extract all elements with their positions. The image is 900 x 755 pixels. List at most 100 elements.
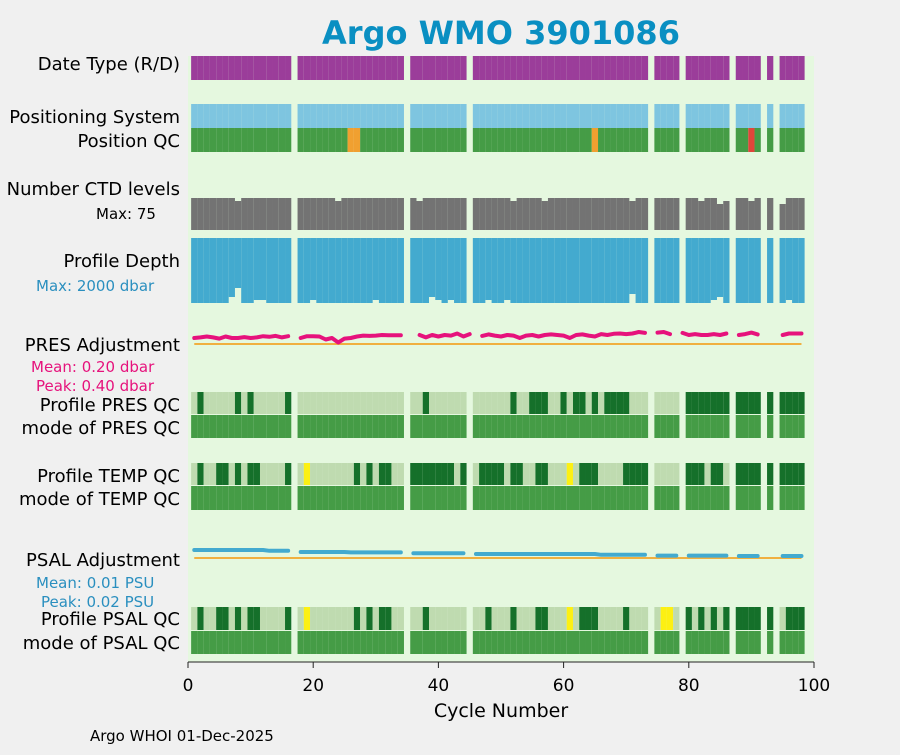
date-type-bar-11	[254, 56, 260, 80]
psal-mean-annotation: Mean: 0.01 PSU	[36, 574, 154, 592]
profile-temp-qc-bar-41	[442, 463, 448, 485]
profile-psal-qc-bar-85	[717, 607, 723, 630]
positioning-system-bar-75	[654, 104, 660, 128]
position-qc-bar-57	[542, 128, 548, 152]
profile-pres-qc-bar-88	[736, 392, 742, 414]
position-qc-bar-20	[310, 128, 316, 152]
profile-psal-qc-bar-44	[460, 607, 466, 630]
profile-depth-bar-71	[629, 238, 635, 294]
date-type-bar-12	[260, 56, 266, 80]
mode-pres-qc-bar-27	[354, 415, 360, 438]
ctd-levels-bar-70	[623, 198, 629, 230]
positioning-system-bar-96	[786, 104, 792, 128]
label-position-qc: Position QC	[77, 131, 180, 152]
date-type-bar-80	[686, 56, 692, 80]
profile-psal-qc-bar-71	[629, 607, 635, 630]
mode-pres-qc-bar-1	[191, 415, 197, 438]
mode-pres-qc-bar-36	[410, 415, 416, 438]
ctd-levels-bar-78	[673, 198, 679, 230]
position-qc-bar-72	[636, 128, 642, 152]
profile-temp-qc-bar-86	[723, 463, 729, 485]
profile-temp-qc-bar-55	[529, 463, 535, 485]
profile-depth-bar-68	[611, 238, 617, 303]
profile-pres-qc-bar-69	[617, 392, 623, 414]
mode-temp-qc-bar-78	[673, 486, 679, 510]
positioning-system-bar-95	[780, 104, 786, 128]
ctd-levels-bar-58	[548, 198, 554, 230]
pres-adjustment-line-4	[658, 332, 671, 334]
profile-depth-bar-10	[247, 238, 253, 303]
positioning-system-bar-37	[416, 104, 422, 128]
mode-temp-qc-bar-93	[767, 486, 773, 510]
position-qc-bar-69	[617, 128, 623, 152]
date-type-bar-82	[698, 56, 704, 80]
mode-pres-qc-bar-76	[661, 415, 667, 438]
mode-temp-qc-bar-43	[454, 486, 460, 510]
mode-psal-qc-bar-71	[629, 631, 635, 654]
profile-depth-bar-47	[479, 238, 485, 303]
mode-psal-qc-bar-93	[767, 631, 773, 654]
profile-psal-qc-bar-12	[260, 607, 266, 630]
position-qc-bar-48	[485, 128, 491, 152]
x-tick-label-0: 0	[183, 676, 194, 696]
position-qc-bar-24	[335, 128, 341, 152]
profile-pres-qc-bar-61	[567, 392, 573, 414]
profile-pres-qc-bar-84	[711, 392, 717, 414]
mode-pres-qc-bar-51	[504, 415, 510, 438]
mode-temp-qc-bar-76	[661, 486, 667, 510]
ctd-levels-bar-46	[473, 198, 479, 230]
profile-temp-qc-bar-62	[573, 463, 579, 485]
mode-psal-qc-bar-33	[391, 631, 397, 654]
profile-temp-qc-bar-3	[204, 463, 210, 485]
profile-pres-qc-bar-39	[429, 392, 435, 414]
profile-temp-qc-bar-14	[273, 463, 279, 485]
positioning-system-bar-73	[642, 104, 648, 128]
ctd-levels-bar-95	[780, 204, 786, 230]
profile-temp-qc-bar-64	[586, 463, 592, 485]
positioning-system-bar-46	[473, 104, 479, 128]
profile-psal-qc-bar-60	[560, 607, 566, 630]
profile-temp-qc-bar-56	[535, 463, 541, 485]
mode-psal-qc-bar-27	[354, 631, 360, 654]
profile-pres-qc-bar-3	[204, 392, 210, 414]
date-type-bar-21	[316, 56, 322, 80]
positioning-system-bar-85	[717, 104, 723, 128]
profile-temp-qc-bar-33	[391, 463, 397, 485]
mode-temp-qc-bar-97	[792, 486, 798, 510]
profile-temp-qc-bar-4	[210, 463, 216, 485]
mode-temp-qc-bar-34	[398, 486, 404, 510]
profile-pres-qc-bar-4	[210, 392, 216, 414]
profile-psal-qc-bar-57	[542, 607, 548, 630]
profile-pres-qc-bar-32	[385, 392, 391, 414]
mode-psal-qc-bar-7	[229, 631, 235, 654]
ctd-levels-bar-33	[391, 198, 397, 230]
profile-pres-qc-bar-41	[442, 392, 448, 414]
ctd-levels-bar-93	[767, 198, 773, 230]
date-type-bar-90	[748, 56, 754, 80]
profile-temp-qc-bar-77	[667, 463, 673, 485]
profile-temp-qc-bar-27	[354, 463, 360, 485]
profile-pres-qc-bar-7	[229, 392, 235, 414]
position-qc-bar-56	[535, 128, 541, 152]
profile-pres-qc-bar-90	[748, 392, 754, 414]
mode-temp-qc-bar-84	[711, 486, 717, 510]
profile-temp-qc-bar-19	[304, 463, 310, 485]
date-type-bar-27	[354, 56, 360, 80]
profile-psal-qc-bar-69	[617, 607, 623, 630]
mode-psal-qc-bar-6	[222, 631, 228, 654]
mode-temp-qc-bar-12	[260, 486, 266, 510]
profile-temp-qc-bar-95	[780, 463, 786, 485]
ctd-levels-bar-38	[423, 198, 429, 230]
position-qc-bar-18	[298, 128, 304, 152]
profile-psal-qc-bar-64	[586, 607, 592, 630]
profile-temp-qc-bar-63	[579, 463, 585, 485]
mode-psal-qc-bar-24	[335, 631, 341, 654]
profile-temp-qc-bar-47	[479, 463, 485, 485]
profile-temp-qc-bar-38	[423, 463, 429, 485]
mode-temp-qc-bar-33	[391, 486, 397, 510]
profile-depth-bar-6	[222, 238, 228, 303]
mode-pres-qc-bar-34	[398, 415, 404, 438]
date-type-bar-19	[304, 56, 310, 80]
ctd-levels-bar-2	[197, 198, 203, 230]
position-qc-bar-81	[692, 128, 698, 152]
